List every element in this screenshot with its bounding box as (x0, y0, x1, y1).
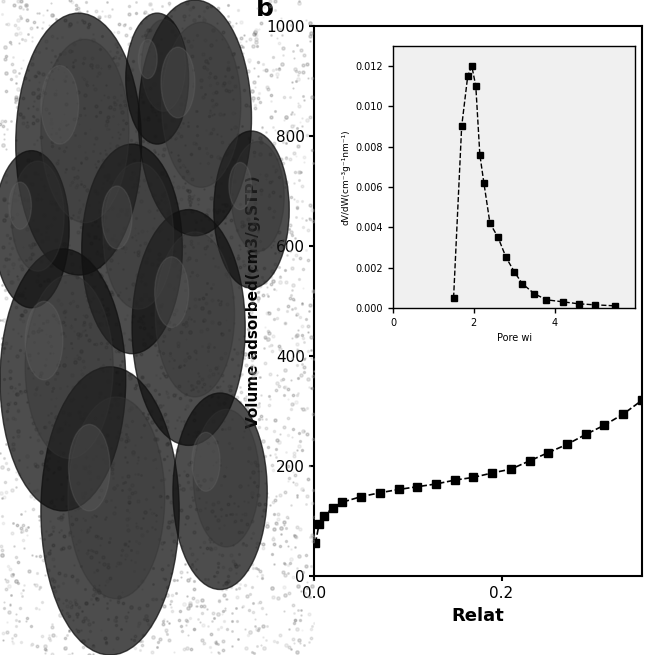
Circle shape (173, 393, 267, 590)
Circle shape (0, 151, 69, 308)
Circle shape (11, 161, 64, 271)
Circle shape (192, 432, 220, 491)
Circle shape (41, 367, 179, 655)
Circle shape (132, 210, 245, 445)
Circle shape (41, 66, 79, 144)
Circle shape (162, 22, 241, 187)
Circle shape (0, 249, 126, 511)
Circle shape (82, 144, 182, 354)
X-axis label: Relat: Relat (452, 607, 504, 625)
Circle shape (138, 0, 252, 236)
Circle shape (193, 409, 259, 547)
Circle shape (25, 301, 63, 380)
Circle shape (231, 141, 284, 252)
Circle shape (25, 275, 113, 458)
Circle shape (69, 424, 110, 511)
Circle shape (155, 257, 189, 328)
Circle shape (9, 182, 31, 229)
Circle shape (229, 162, 252, 210)
Circle shape (214, 131, 290, 288)
Circle shape (16, 13, 141, 275)
Circle shape (41, 39, 129, 223)
Y-axis label: dV/dW(cm⁻³g⁻¹nm⁻¹): dV/dW(cm⁻³g⁻¹nm⁻¹) (341, 129, 350, 225)
Circle shape (126, 13, 189, 144)
Circle shape (138, 39, 157, 79)
Circle shape (68, 397, 165, 599)
Circle shape (141, 20, 185, 111)
Y-axis label: Volume adsorbed(cm3/g,STP): Volume adsorbed(cm3/g,STP) (246, 175, 261, 428)
Circle shape (103, 162, 174, 309)
Text: b: b (255, 0, 273, 21)
Circle shape (102, 186, 132, 249)
Circle shape (155, 232, 234, 397)
Circle shape (161, 47, 195, 118)
X-axis label: Pore wi: Pore wi (496, 333, 532, 343)
